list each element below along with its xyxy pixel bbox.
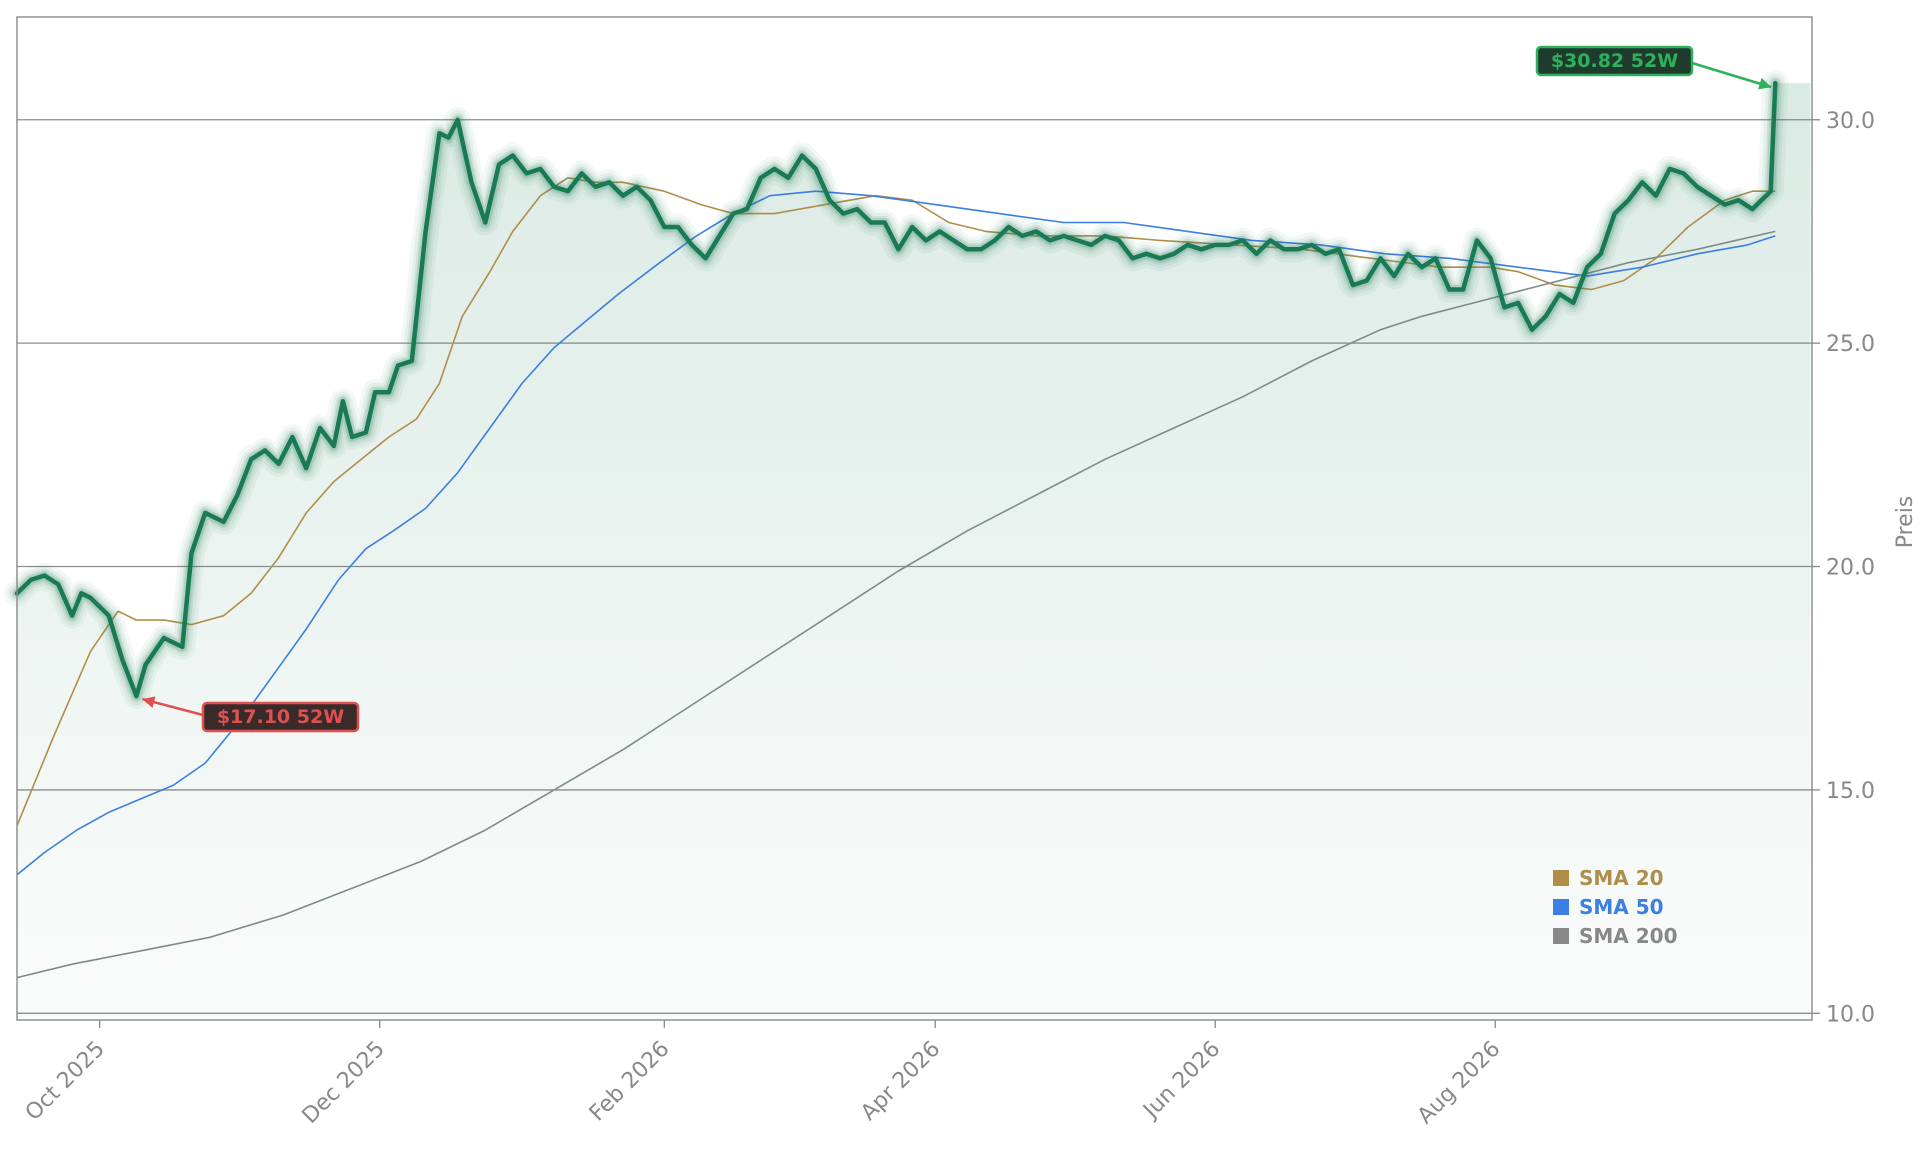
plot-frame (16, 16, 1813, 1021)
annotation-arrow (1691, 61, 1772, 89)
annotation-52w-high: $30.82 52W (1535, 45, 1772, 90)
y-tick-label: 25.0 (1826, 332, 1875, 357)
series-line-sma-20 (16, 177, 1776, 827)
price-area-fill (17, 83, 1811, 1021)
legend-label: SMA 50 (1579, 895, 1664, 919)
annotation-52w-low: $17.10 52W (142, 696, 360, 733)
annotations: $30.82 52W $17.10 52W (142, 45, 1772, 733)
annotation-box (1535, 45, 1694, 77)
y-tick-label: 20.0 (1826, 556, 1875, 581)
annotation-arrowhead (1758, 77, 1772, 90)
legend-swatch (1553, 870, 1569, 886)
y-axis-label: Preis (1893, 496, 1918, 549)
y-tick-label: 30.0 (1826, 109, 1875, 134)
legend-swatch (1553, 899, 1569, 915)
annotation-label: $17.10 52W (217, 706, 344, 728)
legend-swatch (1553, 928, 1569, 944)
x-tick-label: Apr 2026 (856, 1037, 945, 1126)
y-tick-label: 15.0 (1826, 779, 1875, 804)
x-tick-label: Feb 2026 (585, 1037, 675, 1127)
series-line-sma-200 (16, 230, 1776, 979)
y-tick-label: 10.0 (1826, 1002, 1875, 1027)
legend: SMA 20 SMA 50 SMA 200 (1553, 866, 1678, 948)
annotation-label: $30.82 52W (1551, 50, 1678, 72)
annotation-box (201, 701, 360, 733)
x-tick-label: Dec 2025 (298, 1037, 390, 1129)
legend-label: SMA 200 (1579, 924, 1678, 948)
x-tick-label: Aug 2026 (1413, 1037, 1506, 1130)
annotation-arrowhead (142, 696, 156, 708)
legend-label: SMA 20 (1579, 866, 1664, 890)
price-series (4, 70, 1789, 710)
x-tick-label: Oct 2025 (21, 1037, 110, 1126)
x-tick-label: Jun 2026 (1138, 1037, 1226, 1125)
price-line (14, 80, 1778, 699)
